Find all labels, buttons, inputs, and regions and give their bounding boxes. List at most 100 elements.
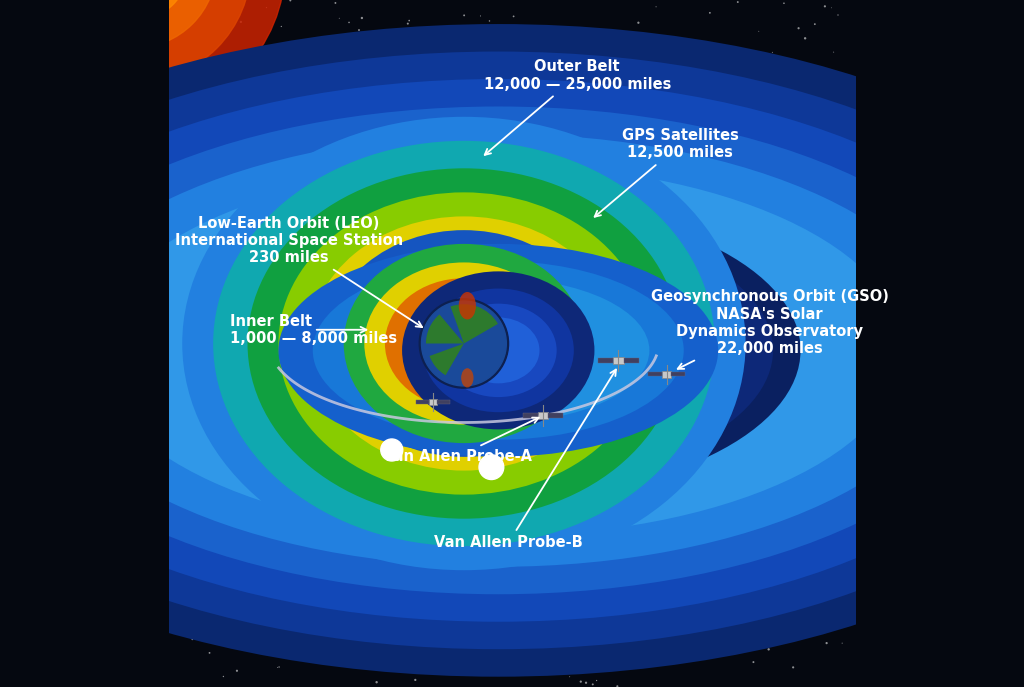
Point xyxy=(326,221,342,232)
Point xyxy=(466,166,482,177)
Point xyxy=(757,83,773,94)
Point xyxy=(721,411,737,422)
Point xyxy=(307,133,324,144)
Point xyxy=(817,1,834,12)
Point xyxy=(572,676,589,687)
Point xyxy=(385,464,401,475)
Point xyxy=(506,609,522,620)
Bar xyxy=(429,398,437,405)
Point xyxy=(541,513,557,523)
Point xyxy=(662,655,678,666)
Point xyxy=(664,271,680,282)
Point xyxy=(348,471,365,482)
Point xyxy=(726,346,742,357)
Point xyxy=(678,174,694,185)
Point xyxy=(406,153,422,164)
Point xyxy=(179,614,196,625)
Point xyxy=(840,414,856,425)
Point xyxy=(244,572,260,583)
Point xyxy=(739,298,756,309)
Point xyxy=(805,406,821,417)
Point xyxy=(228,407,245,418)
Point xyxy=(638,499,654,510)
Point xyxy=(583,39,599,50)
Point xyxy=(484,207,501,218)
Point xyxy=(536,258,552,269)
Point xyxy=(595,662,611,673)
Point xyxy=(229,329,246,340)
Point xyxy=(681,476,697,487)
Ellipse shape xyxy=(457,317,540,383)
Point xyxy=(465,480,481,491)
Point xyxy=(471,168,487,179)
Point xyxy=(631,293,647,304)
Point xyxy=(818,141,835,152)
Point xyxy=(620,596,636,607)
Point xyxy=(370,513,386,523)
Point xyxy=(808,451,824,462)
Point xyxy=(241,504,257,515)
Point xyxy=(764,47,780,58)
Point xyxy=(340,284,356,295)
Point xyxy=(612,461,629,472)
Point xyxy=(333,324,349,335)
Ellipse shape xyxy=(424,311,504,376)
Ellipse shape xyxy=(38,134,958,567)
Point xyxy=(701,8,718,19)
Point xyxy=(462,365,478,376)
Point xyxy=(351,25,368,36)
Point xyxy=(633,504,649,515)
Point xyxy=(694,601,711,612)
Point xyxy=(308,589,325,600)
Point xyxy=(559,238,575,249)
Point xyxy=(655,519,672,530)
Point xyxy=(458,183,474,194)
Bar xyxy=(624,359,639,363)
Point xyxy=(631,245,647,256)
Point xyxy=(293,159,309,170)
Point xyxy=(364,102,380,113)
Point xyxy=(305,532,322,543)
Point xyxy=(824,384,841,395)
Point xyxy=(633,620,649,631)
Point xyxy=(822,415,839,426)
Point xyxy=(418,129,434,140)
Ellipse shape xyxy=(365,262,563,425)
Point xyxy=(424,130,440,141)
Point xyxy=(403,54,420,65)
Point xyxy=(403,639,420,650)
Point xyxy=(735,133,752,144)
Point xyxy=(385,54,401,65)
Point xyxy=(506,11,522,22)
Point xyxy=(258,2,274,13)
Point xyxy=(641,264,657,275)
Ellipse shape xyxy=(440,304,557,397)
Point xyxy=(327,258,343,269)
Ellipse shape xyxy=(0,106,1007,594)
Point xyxy=(450,179,466,190)
Point xyxy=(384,537,400,548)
Circle shape xyxy=(479,455,504,480)
Point xyxy=(546,333,562,344)
Point xyxy=(325,164,341,175)
Point xyxy=(651,52,668,63)
Point xyxy=(842,561,858,572)
Point xyxy=(236,486,252,497)
Point xyxy=(494,413,510,424)
Point xyxy=(492,271,508,282)
Point xyxy=(735,352,752,363)
Point xyxy=(751,361,767,372)
Point xyxy=(466,359,482,370)
Point xyxy=(557,78,573,89)
Point xyxy=(431,538,447,549)
Point xyxy=(274,48,291,59)
Point xyxy=(510,434,526,445)
Circle shape xyxy=(79,0,189,21)
Point xyxy=(630,651,646,662)
Point xyxy=(770,416,786,427)
Ellipse shape xyxy=(390,283,538,404)
Point xyxy=(232,104,249,115)
Point xyxy=(362,306,379,317)
Point xyxy=(785,662,802,673)
Point xyxy=(518,302,535,313)
